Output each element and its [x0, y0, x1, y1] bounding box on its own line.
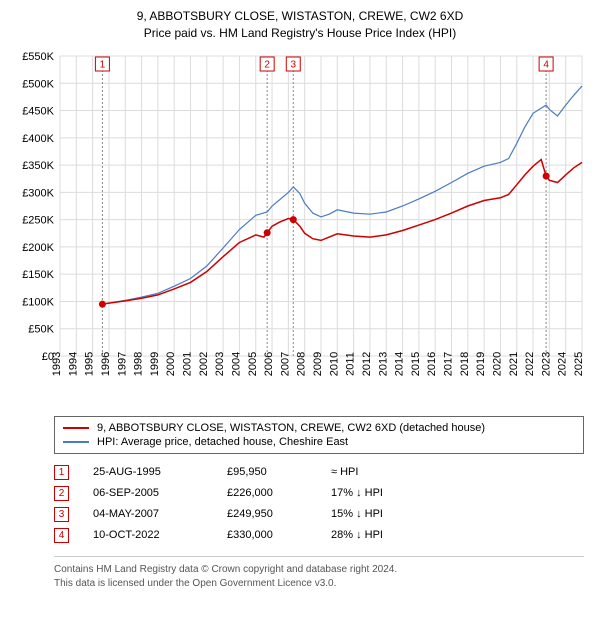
svg-text:1994: 1994: [67, 351, 79, 375]
legend-row-hpi: HPI: Average price, detached house, Ches…: [63, 435, 575, 449]
svg-text:£50K: £50K: [28, 323, 54, 335]
svg-text:2004: 2004: [230, 351, 242, 375]
svg-text:2021: 2021: [508, 351, 520, 375]
svg-text:2006: 2006: [263, 351, 275, 375]
svg-text:1999: 1999: [149, 351, 161, 375]
legend-label-property: 9, ABBOTSBURY CLOSE, WISTASTON, CREWE, C…: [97, 422, 485, 434]
svg-text:1997: 1997: [116, 351, 128, 375]
svg-text:£300K: £300K: [22, 187, 54, 199]
svg-text:£250K: £250K: [22, 214, 54, 226]
svg-text:2009: 2009: [312, 351, 324, 375]
sale-marker: 2: [54, 486, 69, 501]
svg-text:1996: 1996: [100, 351, 112, 375]
svg-text:2015: 2015: [410, 351, 422, 375]
sale-price: £330,000: [227, 529, 307, 541]
sale-comparison: 15% ↓ HPI: [331, 508, 383, 520]
svg-text:2011: 2011: [345, 352, 357, 376]
title-line1: 9, ABBOTSBURY CLOSE, WISTASTON, CREWE, C…: [137, 9, 464, 23]
sale-comparison: 28% ↓ HPI: [331, 529, 383, 541]
svg-text:3: 3: [290, 59, 296, 70]
svg-text:2025: 2025: [573, 351, 585, 375]
legend-row-property: 9, ABBOTSBURY CLOSE, WISTASTON, CREWE, C…: [63, 421, 575, 435]
svg-text:2008: 2008: [296, 351, 308, 375]
svg-text:£100K: £100K: [22, 296, 54, 308]
sale-marker: 1: [54, 465, 69, 480]
svg-text:2016: 2016: [426, 351, 438, 375]
sale-date: 10-OCT-2022: [93, 529, 203, 541]
svg-text:1995: 1995: [84, 351, 96, 375]
sale-row: 1 25-AUG-1995 £95,950 ≈ HPI: [54, 462, 584, 483]
svg-text:2022: 2022: [524, 351, 536, 375]
svg-text:2014: 2014: [394, 351, 406, 375]
legend-swatch-property: [63, 427, 89, 429]
legend: 9, ABBOTSBURY CLOSE, WISTASTON, CREWE, C…: [54, 416, 584, 454]
title-line2: Price paid vs. HM Land Registry's House …: [144, 26, 456, 40]
attribution: Contains HM Land Registry data © Crown c…: [54, 556, 584, 591]
svg-text:2007: 2007: [279, 351, 291, 375]
svg-text:£500K: £500K: [22, 78, 54, 90]
svg-text:£450K: £450K: [22, 105, 54, 117]
svg-text:£400K: £400K: [22, 132, 54, 144]
sale-price: £226,000: [227, 487, 307, 499]
svg-text:£550K: £550K: [22, 51, 54, 63]
svg-text:2001: 2001: [182, 351, 194, 375]
svg-text:2012: 2012: [361, 351, 373, 375]
svg-text:1: 1: [100, 59, 106, 70]
legend-swatch-hpi: [63, 441, 89, 443]
sales-table: 1 25-AUG-1995 £95,950 ≈ HPI 2 06-SEP-2005 £226…: [54, 462, 584, 546]
sale-row: 2 06-SEP-2005 £226,000 17% ↓ HPI: [54, 483, 584, 504]
sale-row: 3 04-MAY-2007 £249,950 15% ↓ HPI: [54, 504, 584, 525]
attribution-line2: This data is licensed under the Open Gov…: [54, 578, 336, 589]
sale-price: £95,950: [227, 466, 307, 478]
sale-comparison: 17% ↓ HPI: [331, 487, 383, 499]
sale-price: £249,950: [227, 508, 307, 520]
svg-text:2003: 2003: [214, 351, 226, 375]
svg-text:1993: 1993: [51, 351, 63, 375]
sale-date: 25-AUG-1995: [93, 466, 203, 478]
chart-title: 9, ABBOTSBURY CLOSE, WISTASTON, CREWE, C…: [10, 8, 590, 42]
sale-row: 4 10-OCT-2022 £330,000 28% ↓ HPI: [54, 525, 584, 546]
svg-text:1998: 1998: [133, 351, 145, 375]
price-chart: £0£50K£100K£150K£200K£250K£300K£350K£400…: [10, 48, 590, 406]
sale-marker: 4: [54, 528, 69, 543]
svg-text:£200K: £200K: [22, 242, 54, 254]
svg-text:2010: 2010: [328, 351, 340, 375]
sale-marker: 3: [54, 507, 69, 522]
sale-date: 06-SEP-2005: [93, 487, 203, 499]
sale-date: 04-MAY-2007: [93, 508, 203, 520]
svg-text:2017: 2017: [443, 351, 455, 375]
attribution-line1: Contains HM Land Registry data © Crown c…: [54, 564, 397, 575]
svg-text:4: 4: [543, 59, 549, 70]
svg-text:2005: 2005: [247, 351, 259, 375]
svg-text:2000: 2000: [165, 351, 177, 375]
svg-text:2002: 2002: [198, 351, 210, 375]
svg-text:2024: 2024: [557, 351, 569, 375]
svg-text:2: 2: [264, 59, 270, 70]
sale-comparison: ≈ HPI: [331, 466, 358, 478]
svg-text:£350K: £350K: [22, 160, 54, 172]
svg-text:£150K: £150K: [22, 269, 54, 281]
svg-text:2013: 2013: [377, 351, 389, 375]
svg-text:2019: 2019: [475, 351, 487, 375]
svg-text:2018: 2018: [459, 351, 471, 375]
svg-text:2020: 2020: [491, 351, 503, 375]
legend-label-hpi: HPI: Average price, detached house, Ches…: [97, 436, 348, 448]
